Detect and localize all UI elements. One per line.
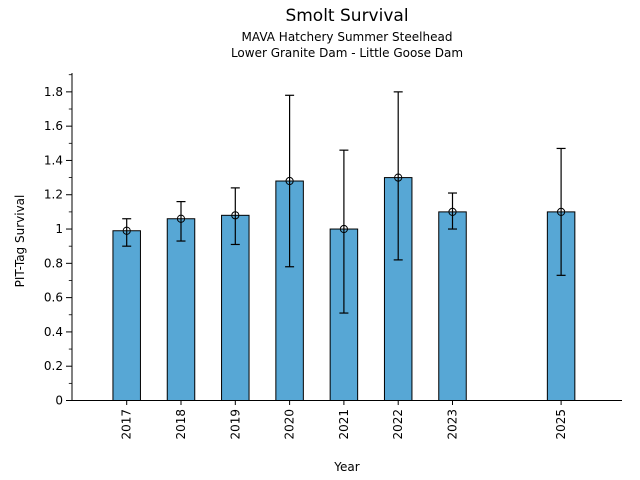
y-tick-label: 1.8 xyxy=(44,85,63,99)
x-axis-label: Year xyxy=(334,460,360,474)
x-tick-label-2022: 2022 xyxy=(391,409,405,440)
chart-subtitle-line1: MAVA Hatchery Summer Steelhead xyxy=(241,30,453,44)
chart-subtitle-line2: Lower Granite Dam - Little Goose Dam xyxy=(230,46,464,60)
x-tick-label-2020: 2020 xyxy=(283,409,297,440)
y-tick-label: 1.2 xyxy=(44,188,63,202)
chart-title: Smolt Survival xyxy=(285,6,409,26)
y-tick-label: 1 xyxy=(55,222,63,236)
y-tick-label: 1.6 xyxy=(44,119,63,133)
survival-bar-2019 xyxy=(221,214,250,401)
x-tick-label-2025: 2025 xyxy=(554,409,568,440)
y-tick-label: 0 xyxy=(55,394,63,408)
y-axis-label: PIT-Tag Survival xyxy=(13,194,27,288)
x-tick-label-2023: 2023 xyxy=(446,409,460,440)
x-tick-label-2017: 2017 xyxy=(120,409,134,440)
y-tick-label: 0.4 xyxy=(44,325,63,339)
estimate-marker-2025 xyxy=(557,207,566,216)
y-tick-label: 0.2 xyxy=(44,359,63,373)
estimate-marker-2021 xyxy=(339,224,348,234)
y-tick-label: 1.4 xyxy=(44,153,63,167)
survival-bar-2017 xyxy=(112,230,141,401)
estimate-marker-2018 xyxy=(176,214,186,223)
survival-bar-2023 xyxy=(438,211,467,401)
estimate-marker-2019 xyxy=(231,211,240,220)
estimate-marker-2020 xyxy=(285,176,294,186)
x-tick-label-2019: 2019 xyxy=(228,409,242,440)
estimate-marker-2023 xyxy=(448,207,457,216)
survival-bar-2018 xyxy=(166,218,196,401)
y-tick-label: 0.6 xyxy=(44,291,63,305)
estimate-marker-2022 xyxy=(394,173,403,182)
x-tick-label-2018: 2018 xyxy=(174,409,188,440)
x-tick-label-2021: 2021 xyxy=(337,409,351,440)
estimate-marker-2017 xyxy=(122,226,131,235)
y-tick-label: 0.8 xyxy=(44,256,63,270)
